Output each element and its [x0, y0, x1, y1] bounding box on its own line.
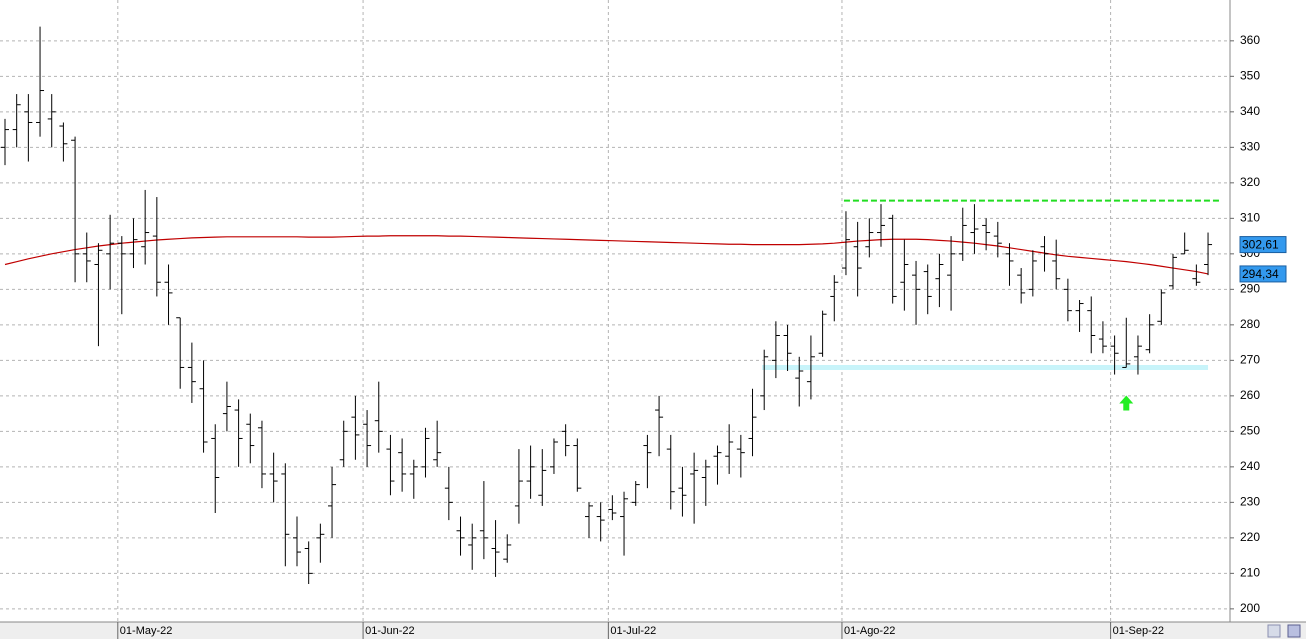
- x-tick-label: 01-Jun-22: [365, 625, 415, 637]
- x-tick-label: 01-May-22: [120, 625, 173, 637]
- y-tick-label: 310: [1240, 211, 1260, 225]
- toolbar-icon[interactable]: [1267, 624, 1281, 638]
- y-tick-label: 330: [1240, 140, 1260, 154]
- y-tick-label: 280: [1240, 317, 1260, 331]
- x-tick-label: 01-Sep-22: [1113, 625, 1164, 637]
- save-icon[interactable]: [1287, 624, 1301, 638]
- last-value-box: [1239, 265, 1287, 283]
- last-value-label: 302,61: [1242, 238, 1279, 252]
- x-tick-label: 01-Jul-22: [610, 625, 656, 637]
- y-tick-label: 290: [1240, 282, 1260, 296]
- last-value-label: 294,34: [1242, 267, 1279, 281]
- moving-average: [4, 235, 1209, 275]
- y-tick-label: 210: [1240, 566, 1260, 580]
- y-tick-label: 230: [1240, 495, 1260, 509]
- y-tick-label: 350: [1240, 69, 1260, 83]
- y-tick-label: 270: [1240, 353, 1260, 367]
- date-strip: [0, 622, 1306, 639]
- y-tick-label: 360: [1240, 33, 1260, 47]
- y-tick-label: 220: [1240, 530, 1260, 544]
- y-tick-label: 260: [1240, 388, 1260, 402]
- x-tick-label: 01-Ago-22: [844, 625, 895, 637]
- y-tick-label: 340: [1240, 104, 1260, 118]
- signal-arrow: [1119, 395, 1134, 411]
- y-tick-label: 320: [1240, 175, 1260, 189]
- last-value-box: [1239, 236, 1287, 254]
- y-tick-label: 200: [1240, 601, 1260, 615]
- y-tick-label: 250: [1240, 424, 1260, 438]
- y-tick-label: 240: [1240, 459, 1260, 473]
